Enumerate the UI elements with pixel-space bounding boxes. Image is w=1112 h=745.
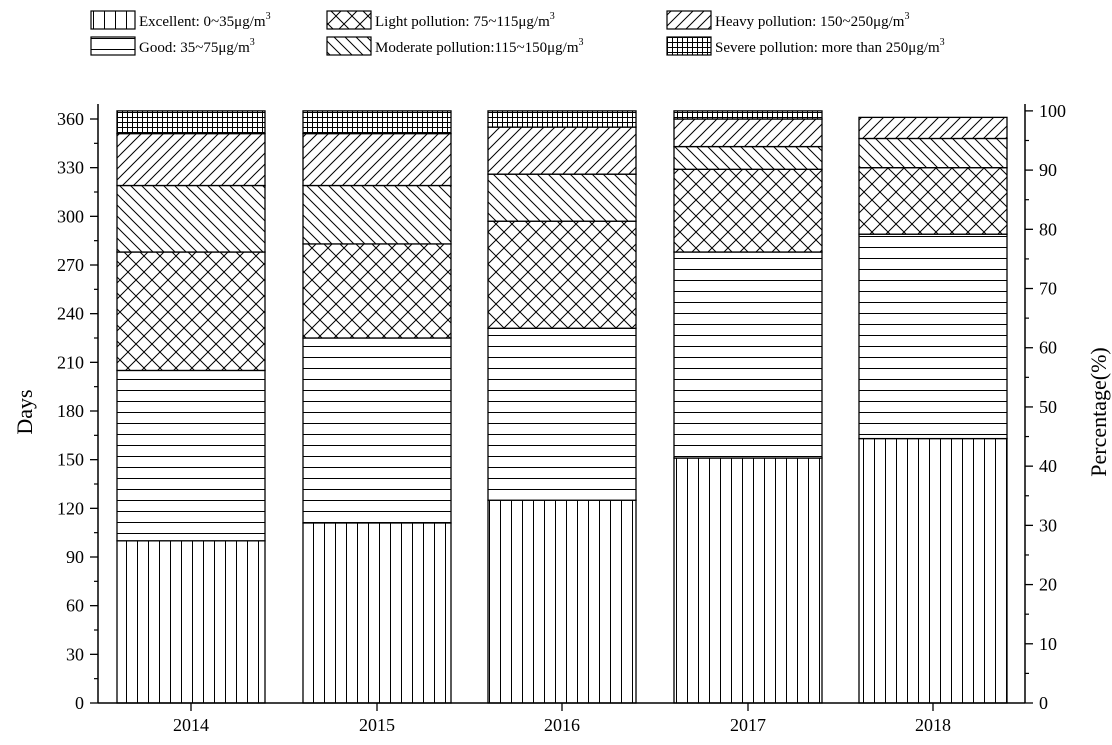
y-tick-label: 60 xyxy=(66,596,84,616)
bar-2017-light xyxy=(673,168,823,253)
bar-2015-good xyxy=(302,337,452,524)
legend-item-good: Good: 35~75μg/m3 xyxy=(90,36,255,56)
bar-2015-severe xyxy=(302,110,452,135)
bar-2014-light xyxy=(116,251,266,372)
bar-2016-severe xyxy=(487,110,637,128)
y2-tick-label: 70 xyxy=(1039,279,1057,299)
legend-label: Severe pollution: more than 250μg/m3 xyxy=(715,37,945,56)
y2-axis-title: Percentage(%) xyxy=(1086,347,1111,476)
bar-2016-light xyxy=(487,220,637,329)
y2-tick-label: 60 xyxy=(1039,338,1057,358)
y-tick-label: 330 xyxy=(57,158,84,178)
bar-2017-severe xyxy=(673,110,823,120)
y-tick-label: 240 xyxy=(57,304,84,324)
legend-item-moderate: Moderate pollution:115~150μg/m3 xyxy=(326,36,584,56)
y2-tick-label: 100 xyxy=(1039,101,1066,121)
y-tick-label: 90 xyxy=(66,547,84,567)
legend-swatch xyxy=(326,36,372,56)
legend-swatch xyxy=(90,10,136,30)
legend-label: Excellent: 0~35μg/m3 xyxy=(139,11,271,30)
bar-2018-moderate xyxy=(858,137,1008,169)
bar-2016-moderate xyxy=(487,173,637,222)
axes: 2014 2015 2016 2017 2018 0 30 60 90 120 150 180 210 2… xyxy=(57,101,1066,735)
bar-2017-good xyxy=(673,251,823,459)
x-tick-label: 2014 xyxy=(173,715,209,735)
bar-2014-moderate xyxy=(116,184,266,253)
legend-item-severe: Severe pollution: more than 250μg/m3 xyxy=(666,36,945,56)
y2-tick-label: 20 xyxy=(1039,575,1057,595)
bar-2018-heavy xyxy=(858,116,1008,140)
bar-2016-excellent xyxy=(487,499,637,704)
bar-2015-heavy xyxy=(302,132,452,187)
y-tick-label: 300 xyxy=(57,206,84,226)
bar-2014-severe xyxy=(116,110,266,135)
y-tick-label: 0 xyxy=(75,693,84,713)
legend-label: Good: 35~75μg/m3 xyxy=(139,37,255,56)
bar-2014-good xyxy=(116,369,266,542)
x-tick-label: 2016 xyxy=(544,715,580,735)
y-tick-label: 210 xyxy=(57,352,84,372)
bar-2014-heavy xyxy=(116,132,266,187)
bar-2018-excellent xyxy=(858,437,1008,704)
legend-label: Heavy pollution: 150~250μg/m3 xyxy=(715,11,909,30)
y-tick-label: 150 xyxy=(57,450,84,470)
bar-2014-excellent xyxy=(116,540,266,704)
bar-2016-heavy xyxy=(487,126,637,175)
bar-2018-good xyxy=(858,233,1008,440)
bar-2018-light xyxy=(858,167,1008,235)
y2-tick-label: 80 xyxy=(1039,219,1057,239)
y-tick-label: 120 xyxy=(57,498,84,518)
y2-tick-label: 10 xyxy=(1039,634,1057,654)
legend-label: Light pollution: 75~115μg/m3 xyxy=(375,11,555,30)
x-tick-label: 2015 xyxy=(359,715,395,735)
legend-swatch xyxy=(90,36,136,56)
y2-tick-label: 40 xyxy=(1039,456,1057,476)
bar-2015-light xyxy=(302,243,452,339)
x-tick-label: 2017 xyxy=(730,715,766,735)
bar-2015-excellent xyxy=(302,522,452,704)
y-tick-label: 360 xyxy=(57,109,84,129)
y2-tick-label: 50 xyxy=(1039,397,1057,417)
y-tick-label: 180 xyxy=(57,401,84,421)
bar-2016-good xyxy=(487,327,637,501)
legend-swatch xyxy=(326,10,372,30)
x-tick-label: 2018 xyxy=(915,715,951,735)
y2-tick-label: 0 xyxy=(1039,693,1048,713)
legend-swatch xyxy=(666,36,712,56)
y-axis-title: Days xyxy=(12,389,37,434)
bar-2017-excellent xyxy=(673,457,823,704)
legend-swatch xyxy=(666,10,712,30)
bar-2017-moderate xyxy=(673,145,823,170)
legend-label: Moderate pollution:115~150μg/m3 xyxy=(375,37,584,56)
legend-item-excellent: Excellent: 0~35μg/m3 xyxy=(90,10,271,30)
y2-tick-label: 90 xyxy=(1039,160,1057,180)
y-tick-label: 30 xyxy=(66,644,84,664)
y-tick-label: 270 xyxy=(57,255,84,275)
bar-2017-heavy xyxy=(673,118,823,148)
legend-item-heavy: Heavy pollution: 150~250μg/m3 xyxy=(666,10,909,30)
legend-item-light: Light pollution: 75~115μg/m3 xyxy=(326,10,555,30)
bar-2015-moderate xyxy=(302,184,452,245)
y2-tick-label: 30 xyxy=(1039,515,1057,535)
bars xyxy=(116,110,1008,704)
legend: Excellent: 0~35μg/m3 Good: 35~75μg/m3 Ligh… xyxy=(90,10,945,56)
